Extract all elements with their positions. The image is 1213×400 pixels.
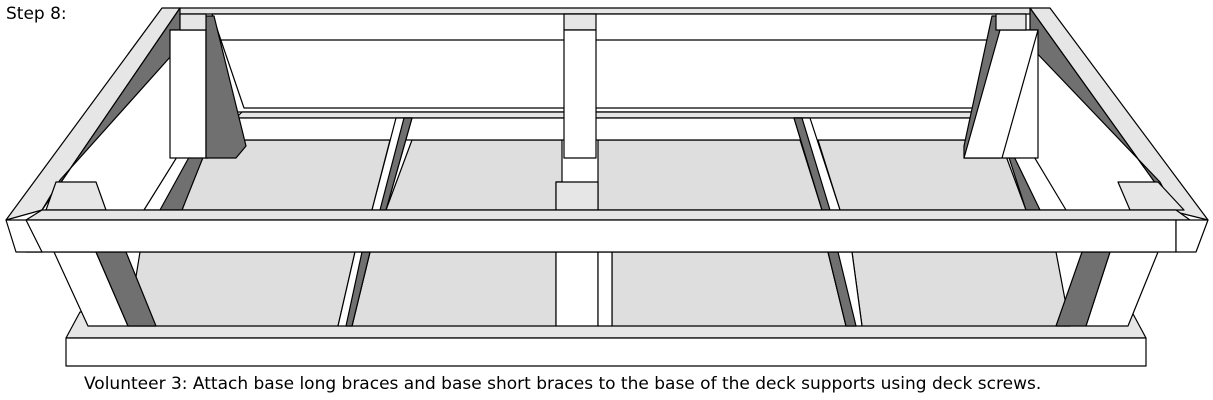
back-left-post bbox=[169, 29, 207, 159]
upper-floor-panel-3 bbox=[597, 139, 823, 211]
back-right-post-front bbox=[963, 29, 1039, 159]
lower-floor-panel-3 bbox=[611, 251, 847, 327]
upper-back-brace-top bbox=[235, 111, 1005, 119]
front-left-post-top bbox=[45, 181, 107, 211]
lower-center-post bbox=[555, 251, 599, 327]
lower-floor-panel-1 bbox=[127, 251, 356, 327]
front-right-post-top bbox=[1117, 181, 1185, 211]
base-long-brace-front bbox=[65, 337, 1147, 367]
top-front-rail-right-end bbox=[1175, 219, 1209, 253]
back-center-post-top bbox=[563, 13, 597, 31]
top-front-rail-front bbox=[25, 219, 1177, 253]
step-title: Step 8: bbox=[6, 4, 67, 24]
top-front-rail-top bbox=[25, 209, 1191, 221]
upper-back-brace-front bbox=[205, 117, 1005, 141]
back-center-post bbox=[563, 29, 597, 159]
left-side-rail-shadow bbox=[41, 7, 181, 211]
back-right-post-top bbox=[995, 13, 1027, 31]
lower-floor-panel-4 bbox=[851, 251, 1071, 327]
front-center-post-top bbox=[555, 181, 599, 211]
upper-floor-panel-2 bbox=[385, 139, 563, 211]
back-left-post-top bbox=[179, 13, 207, 31]
lower-floor-panel-2 bbox=[351, 251, 557, 327]
lower-center-post-side bbox=[597, 251, 613, 327]
right-side-rail-top bbox=[1029, 7, 1209, 221]
instruction-caption: Volunteer 3: Attach base long braces and… bbox=[84, 374, 1042, 394]
back-rail-front bbox=[211, 13, 1001, 109]
top-front-rail-left-end bbox=[5, 219, 43, 253]
back-rail-top bbox=[177, 7, 1033, 15]
